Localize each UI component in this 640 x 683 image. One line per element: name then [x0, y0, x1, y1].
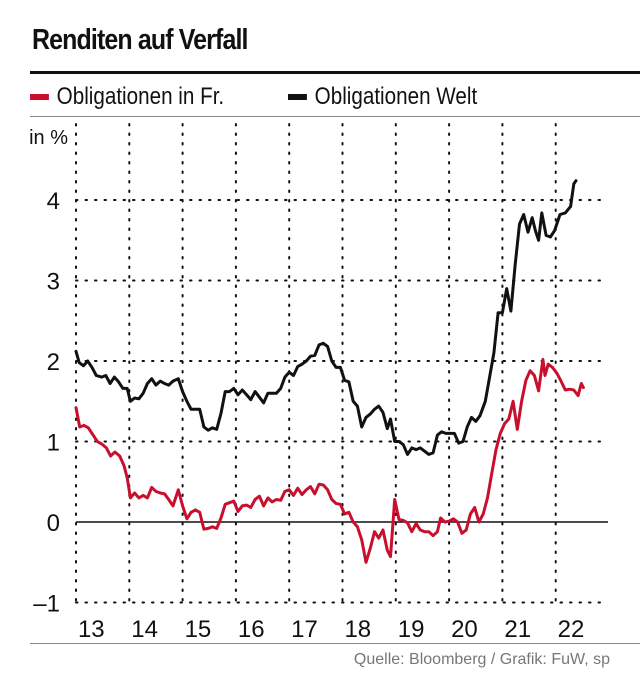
- legend-label-world: Obligationen Welt: [314, 83, 477, 110]
- y-tick-label: 2: [47, 349, 60, 376]
- y-tick-label: 3: [47, 269, 60, 296]
- legend: Obligationen in Fr. Obligationen Welt: [30, 80, 540, 114]
- y-axis-unit: in %: [29, 127, 68, 149]
- y-tick-label: 1: [47, 430, 60, 457]
- x-tick-label: 19: [398, 616, 425, 643]
- chart-title: Renditen auf Verfall: [32, 24, 248, 56]
- series-line-world: [74, 179, 578, 456]
- source-note: Quelle: Bloomberg / Grafik: FuW, sp: [353, 651, 610, 668]
- y-tick-label: –1: [33, 591, 60, 618]
- x-tick-label: 21: [504, 616, 531, 643]
- x-tick-label: 16: [238, 616, 265, 643]
- x-tick-label: 14: [131, 616, 158, 643]
- y-tick-label: 0: [47, 510, 60, 537]
- title-rule: [30, 71, 640, 74]
- legend-swatch-chf: [30, 94, 49, 100]
- legend-label-chf: Obligationen in Fr.: [56, 83, 225, 110]
- x-tick-label: 17: [291, 616, 318, 643]
- x-tick-label: 20: [451, 616, 478, 643]
- footer-rule: [30, 643, 640, 644]
- x-tick-label: 15: [185, 616, 212, 643]
- x-tick-label: 13: [78, 616, 105, 643]
- legend-item-chf: Obligationen in Fr.: [30, 83, 224, 111]
- x-tick-label: 18: [344, 616, 371, 643]
- series-line-chf: [74, 357, 585, 564]
- legend-swatch-world: [287, 94, 307, 100]
- x-tick-label: 22: [558, 616, 585, 643]
- y-tick-label: 4: [47, 188, 60, 215]
- legend-rule: [30, 116, 640, 117]
- legend-item-world: Obligationen Welt: [287, 83, 477, 111]
